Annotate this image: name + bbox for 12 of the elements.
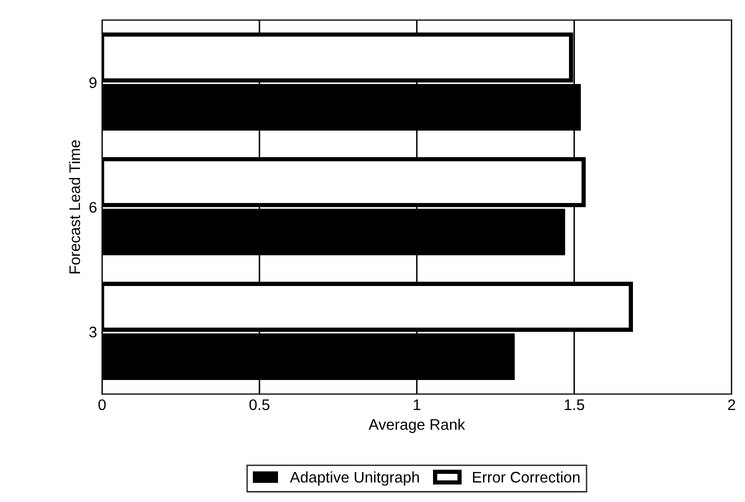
y-tick-label: 6 xyxy=(89,202,97,213)
x-tick-label: 1.5 xyxy=(564,399,584,410)
y-axis-title: Forecast Lead Time xyxy=(68,140,80,274)
x-tick-label: 2 xyxy=(728,399,736,410)
x-tick-label: 0.5 xyxy=(249,399,270,410)
legend-label: Adaptive Unitgraph xyxy=(290,471,419,486)
x-tick-label: 0 xyxy=(98,399,106,410)
y-tick-label: 3 xyxy=(89,326,97,338)
x-axis-title: Average Rank xyxy=(368,418,466,433)
x-tick-label: 1 xyxy=(414,399,420,410)
legend-label: Error Correction xyxy=(473,471,580,483)
y-tick-label: 9 xyxy=(89,77,96,88)
